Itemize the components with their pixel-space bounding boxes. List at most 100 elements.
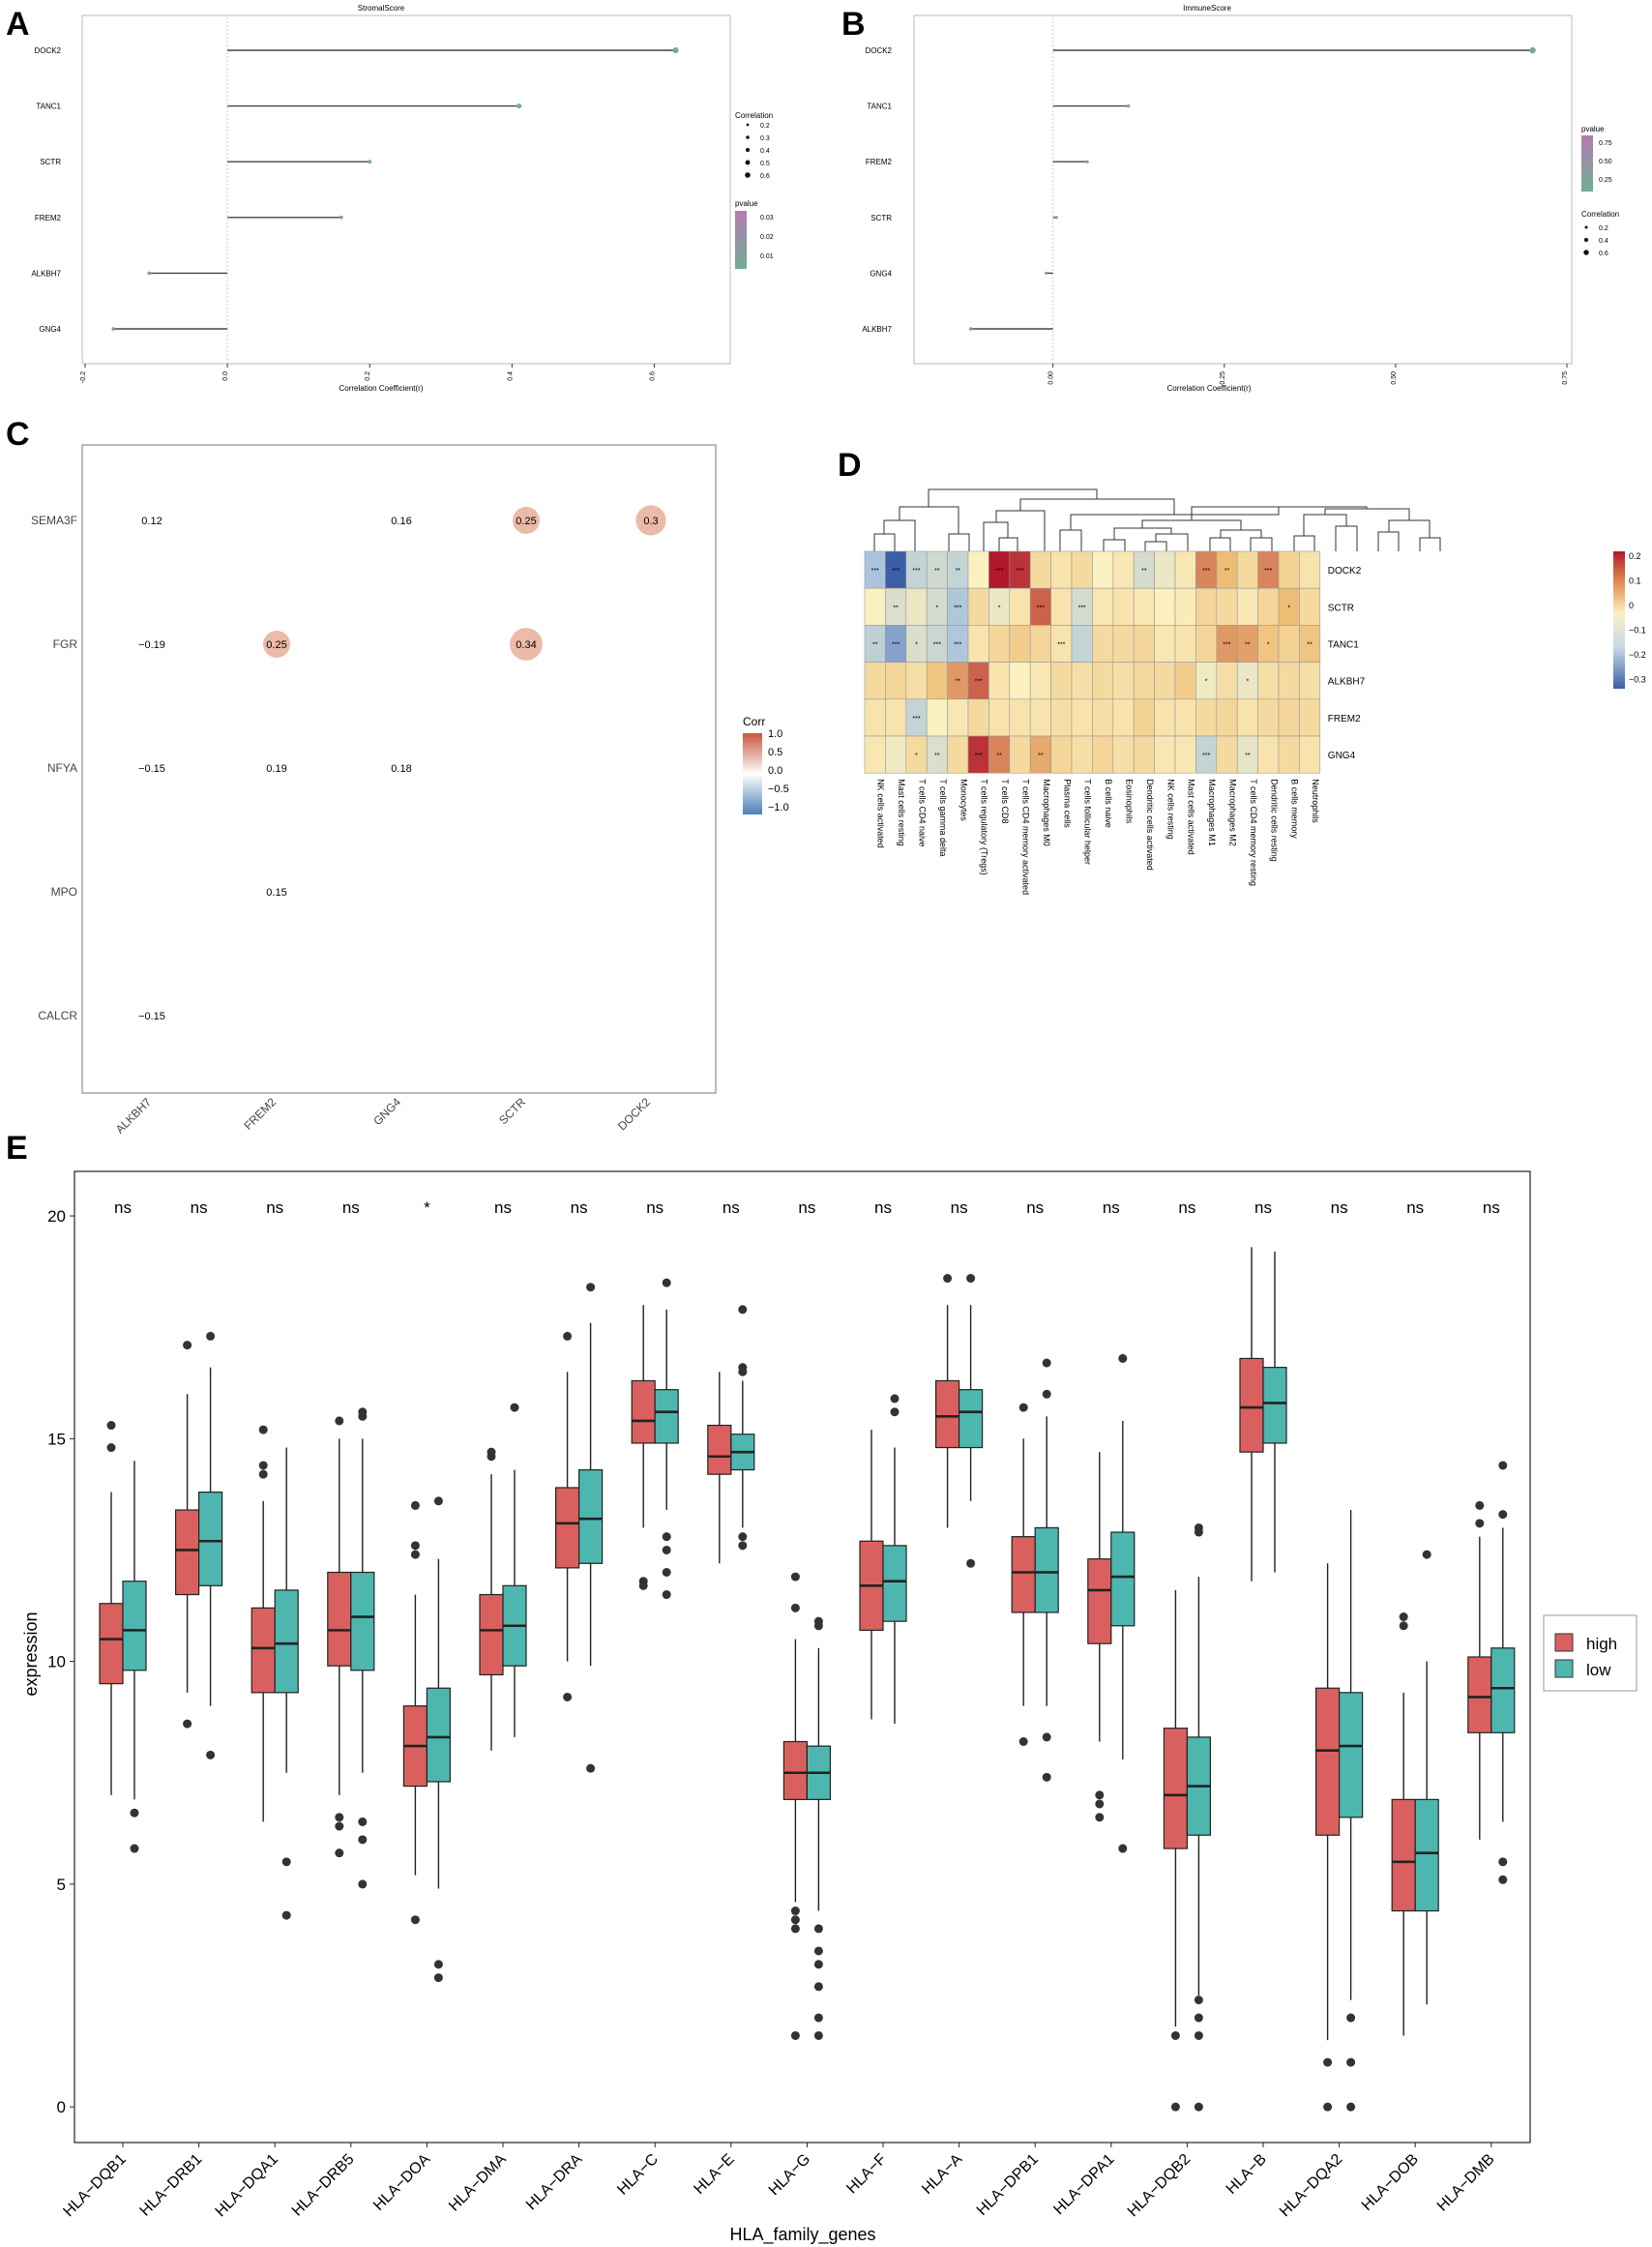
- significance-label: ns: [1254, 1198, 1272, 1217]
- heatmap-cell: [1299, 735, 1321, 774]
- outlier-point: [410, 1500, 420, 1510]
- corr-circle: [513, 507, 540, 534]
- heatmap-cell: [1133, 735, 1155, 774]
- col-label: NK cells resting: [1165, 779, 1175, 840]
- box-high: [934, 1379, 960, 1449]
- significance-stars: ***: [912, 716, 920, 723]
- significance-stars: **: [1307, 642, 1313, 649]
- outlier-point: [563, 1692, 573, 1701]
- row-label: TANC1: [1328, 640, 1359, 651]
- panel-c-legend-title: Corr: [743, 715, 765, 728]
- heatmap-cell: [1299, 550, 1321, 589]
- significance-stars: **: [1245, 753, 1251, 759]
- lollipop-point: [147, 271, 151, 276]
- significance-stars: *: [1205, 679, 1208, 686]
- box-high: [707, 1424, 732, 1475]
- box-low: [958, 1389, 984, 1449]
- box-high: [554, 1487, 580, 1569]
- outlier-point: [662, 1590, 671, 1600]
- outlier-point: [206, 1750, 216, 1759]
- x-tick-label: 0.00: [1048, 371, 1055, 385]
- col-label: B cells naive: [1104, 779, 1113, 828]
- row-label: DOCK2: [1328, 566, 1362, 577]
- outlier-point: [1194, 2013, 1203, 2023]
- outlier-point: [1118, 1844, 1128, 1853]
- panel-b-frame: [913, 15, 1573, 365]
- significance-label: ns: [1406, 1198, 1424, 1217]
- heatmap-cell: [1174, 735, 1196, 774]
- outlier-point: [410, 1915, 420, 1925]
- outlier-point: [738, 1541, 748, 1551]
- heatmap-cell: [1092, 625, 1114, 663]
- heatmap-cell: [1257, 662, 1280, 700]
- corr-value: 0.25: [516, 516, 536, 527]
- outlier-point: [1475, 1519, 1485, 1528]
- significance-label: ns: [266, 1198, 283, 1217]
- outlier-point: [1042, 1389, 1051, 1399]
- outlier-point: [662, 1545, 671, 1554]
- lollipop-point: [1045, 271, 1048, 275]
- heatmap-cell: [1216, 587, 1238, 626]
- box-low: [426, 1687, 451, 1783]
- gene-label: DOCK2: [34, 46, 61, 55]
- legend-tick: −0.2: [1629, 650, 1646, 660]
- size-legend-dot: [746, 135, 750, 139]
- panel-b-title: ImmuneScore: [1183, 4, 1231, 13]
- box-low: [198, 1491, 223, 1586]
- col-label: Mast cells resting: [897, 779, 906, 846]
- outlier-point: [1194, 1996, 1203, 2005]
- heatmap-cell: [1174, 698, 1196, 737]
- heatmap-cell: [1071, 662, 1093, 700]
- outlier-point: [183, 1341, 192, 1350]
- legend-swatch-low: [1554, 1659, 1574, 1678]
- size-legend-dot: [745, 147, 751, 153]
- box-high: [1239, 1357, 1264, 1453]
- col-label: Plasma cells: [1062, 779, 1072, 828]
- heatmap-cell: [1174, 550, 1196, 589]
- heatmap-cell: [1133, 662, 1155, 700]
- significance-stars: *: [1287, 605, 1290, 611]
- heatmap-cell: [947, 698, 969, 737]
- corr-value: 0.12: [141, 516, 162, 527]
- outlier-point: [433, 1960, 443, 1969]
- heatmap-cell: [926, 698, 948, 737]
- box-low: [1414, 1798, 1439, 1912]
- outlier-point: [890, 1394, 900, 1404]
- outlier-point: [433, 1973, 443, 1983]
- col-label: T cells CD8: [1000, 779, 1010, 823]
- box-low: [654, 1389, 679, 1444]
- heatmap-cell: [1112, 587, 1135, 626]
- outlier-point: [738, 1367, 748, 1376]
- heatmap-cell: [988, 625, 1011, 663]
- heatmap-cell: [905, 662, 928, 700]
- outlier-point: [586, 1283, 596, 1292]
- outlier-point: [1498, 1875, 1508, 1884]
- heatmap-cell: [1071, 698, 1093, 737]
- outlier-point: [510, 1403, 519, 1412]
- outlier-point: [813, 2013, 823, 2023]
- col-label: Neutrophils: [1311, 779, 1320, 823]
- outlier-point: [183, 1719, 192, 1729]
- legend-tick: 0.1: [1629, 577, 1641, 586]
- outlier-point: [790, 1907, 800, 1916]
- heatmap-cell: [1050, 735, 1073, 774]
- heatmap-cell: [1009, 735, 1031, 774]
- outlier-point: [130, 1844, 139, 1853]
- heatmap-cell: [1216, 698, 1238, 737]
- outlier-point: [1018, 1403, 1028, 1412]
- heatmap-cell: [1195, 625, 1218, 663]
- outlier-point: [790, 1572, 800, 1582]
- color-legend-label: 0.03: [760, 215, 774, 222]
- panel-a-frame: [81, 15, 731, 365]
- outlier-point: [258, 1461, 268, 1470]
- gene-label: GNG4: [39, 325, 61, 334]
- box-high: [327, 1571, 352, 1667]
- col-label: Eosinophils: [1125, 779, 1135, 824]
- corr-circle: [263, 631, 290, 658]
- lollipop-point: [968, 327, 973, 331]
- significance-stars: ***: [892, 642, 900, 649]
- size-legend-label: 0.4: [760, 148, 770, 155]
- significance-stars: **: [996, 753, 1002, 759]
- col-label: Mast cells activated: [1187, 779, 1196, 855]
- significance-stars: ***: [975, 753, 983, 759]
